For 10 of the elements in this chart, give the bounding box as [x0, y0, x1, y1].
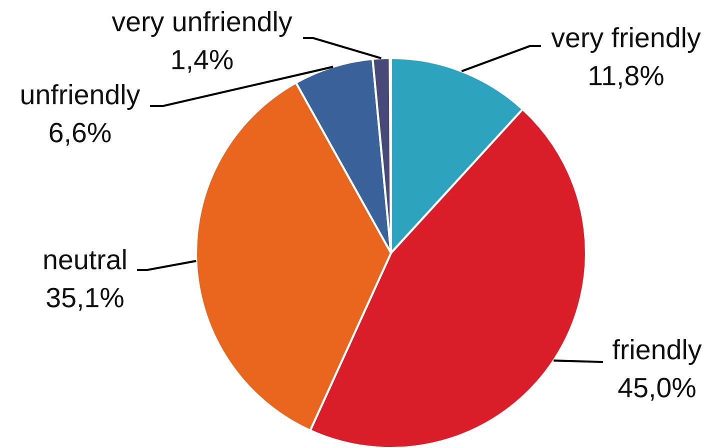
slice-label: unfriendly	[22, 84, 140, 110]
slice-label: neutral	[44, 249, 126, 270]
data-label: 6,6%	[50, 122, 111, 146]
data-label: 11,8%	[590, 66, 664, 89]
slice-label: very friendly	[551, 27, 701, 53]
data-label: 35,1%	[46, 288, 124, 311]
data-label: 1,4%	[172, 50, 233, 73]
data-label: 45,0%	[618, 378, 696, 401]
slice-label: friendly	[612, 339, 702, 365]
slice-label: very unfriendly	[112, 11, 292, 37]
